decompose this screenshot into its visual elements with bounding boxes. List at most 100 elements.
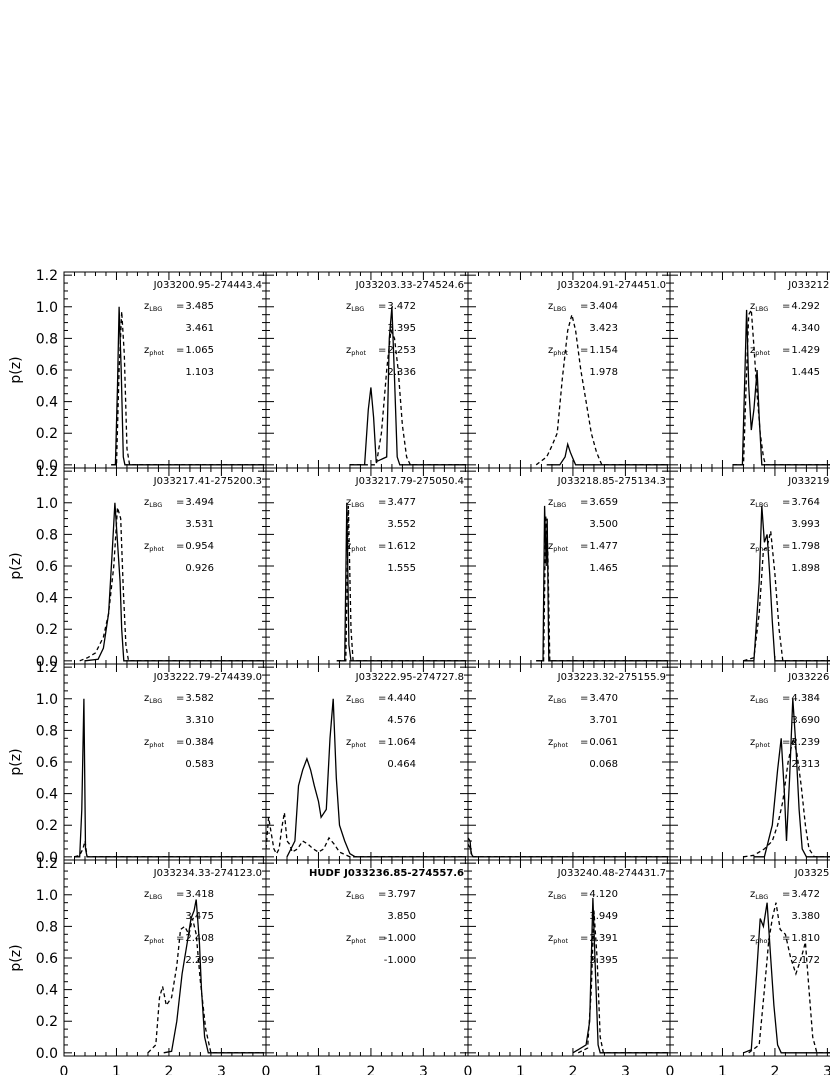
z-value: -1.000 — [384, 955, 416, 966]
label-zlbg: zLBG — [144, 693, 162, 705]
pz-solid-curve — [163, 899, 264, 1054]
pz-solid-curve — [84, 502, 264, 662]
y-tick-label: 0.2 — [36, 1014, 58, 1030]
z-value: 0.068 — [589, 759, 618, 770]
label-zphot: zphot — [144, 345, 164, 357]
x-tick-label: 2 — [164, 1064, 173, 1075]
label-zphot: zphot — [346, 737, 366, 749]
label-zlbg: zLBG — [346, 693, 364, 705]
z-value: 3.949 — [589, 911, 618, 922]
pz-dashed-curve — [266, 812, 466, 858]
pz-solid-curve — [286, 698, 466, 858]
label-eq: = — [782, 497, 790, 508]
z-value: 4.292 — [791, 301, 820, 312]
z-value: 1.477 — [589, 541, 618, 552]
label-eq: = — [378, 693, 386, 704]
z-value: 1.898 — [791, 563, 820, 574]
z-value: 3.690 — [791, 715, 820, 726]
panel-name: J033253.57-27 — [794, 868, 830, 879]
pz-solid-curve — [349, 306, 466, 466]
label-zlbg: zLBG — [346, 301, 364, 313]
label-zlbg: zLBG — [346, 889, 364, 901]
z-value: 3.477 — [387, 497, 416, 508]
pz-solid-curve — [468, 837, 668, 858]
z-value: 0.464 — [387, 759, 416, 770]
label-zlbg: zLBG — [144, 301, 162, 313]
pz-solid-curve — [743, 902, 830, 1054]
x-tick-label: 3 — [217, 1064, 226, 1075]
y-tick-label: 0.6 — [36, 755, 58, 771]
pz-solid-curve — [546, 441, 668, 466]
label-eq: = — [176, 301, 184, 312]
pz-solid-curve — [536, 505, 668, 662]
pz-dashed-curve — [748, 902, 830, 1054]
x-tick-label: 2 — [568, 1064, 577, 1075]
y-tick-label: 0.2 — [36, 426, 58, 442]
label-eq: = — [782, 301, 790, 312]
label-zphot: zphot — [346, 933, 366, 945]
x-tick-label: 3 — [419, 1064, 428, 1075]
x-tick-label: 0 — [262, 1064, 271, 1075]
pz-solid-curve — [733, 309, 830, 466]
panel-frame — [265, 859, 469, 1057]
panel-frame — [467, 859, 671, 1057]
label-eq: = — [378, 541, 386, 552]
panel-frame — [265, 663, 469, 861]
label-eq: = — [782, 345, 790, 356]
z-value: 1.429 — [791, 345, 820, 356]
label-eq: = — [176, 889, 184, 900]
y-tick-label: 1.2 — [36, 856, 58, 872]
y-tick-label: 1.2 — [36, 464, 58, 480]
pz-dashed-curve — [536, 515, 668, 662]
pz-dashed-curve — [147, 918, 264, 1054]
pz-solid-curve — [336, 502, 466, 662]
y-tick-label: 1.2 — [36, 660, 58, 676]
z-value: 0.384 — [185, 737, 214, 748]
panel-name: J033204.91-274451.0 — [557, 280, 666, 291]
x-tick-label: 2 — [366, 1064, 375, 1075]
z-value: 3.404 — [589, 301, 618, 312]
pz-dashed-curve — [79, 507, 264, 662]
x-tick-label: 0 — [464, 1064, 473, 1075]
y-tick-label: 0.4 — [36, 787, 58, 803]
label-zlbg: zLBG — [144, 889, 162, 901]
panel-name: J033226.43-274 — [787, 672, 830, 683]
x-tick-label: 2 — [770, 1064, 779, 1075]
label-zlbg: zLBG — [548, 497, 566, 509]
label-eq: = — [782, 693, 790, 704]
label-eq: = — [378, 497, 386, 508]
x-tick-label: 3 — [823, 1064, 830, 1075]
y-tick-label: 1.0 — [36, 692, 58, 708]
z-value: 1.154 — [589, 345, 618, 356]
z-value: 3.531 — [185, 519, 214, 530]
y-tick-label: 1.0 — [36, 496, 58, 512]
panel-name: J033222.79-274439.0 — [153, 672, 262, 683]
label-zlbg: zLBG — [750, 889, 768, 901]
label-zphot: zphot — [144, 737, 164, 749]
panel-name: J033212.88-274 — [787, 280, 830, 291]
label-eq: = — [176, 541, 184, 552]
z-value: 2.336 — [387, 367, 416, 378]
label-eq: = — [176, 497, 184, 508]
label-eq: = — [176, 693, 184, 704]
z-value: 3.395 — [589, 955, 618, 966]
pz-solid-curve — [743, 505, 830, 662]
pz-solid-curve — [753, 698, 830, 858]
panel-frame — [467, 271, 671, 469]
z-value: 2.313 — [791, 759, 820, 770]
label-zphot: zphot — [144, 541, 164, 553]
pz-dashed-curve — [577, 910, 668, 1054]
label-zphot: zphot — [750, 345, 770, 357]
panel-name: HUDF J033236.85-274557.6 — [309, 868, 464, 879]
label-zphot: zphot — [548, 541, 568, 553]
panel-frame — [265, 467, 469, 665]
y-tick-label: 0.8 — [36, 723, 58, 739]
z-value: 3.764 — [791, 497, 820, 508]
label-eq: = — [782, 889, 790, 900]
z-value: 3.993 — [791, 519, 820, 530]
label-zphot: zphot — [346, 345, 366, 357]
